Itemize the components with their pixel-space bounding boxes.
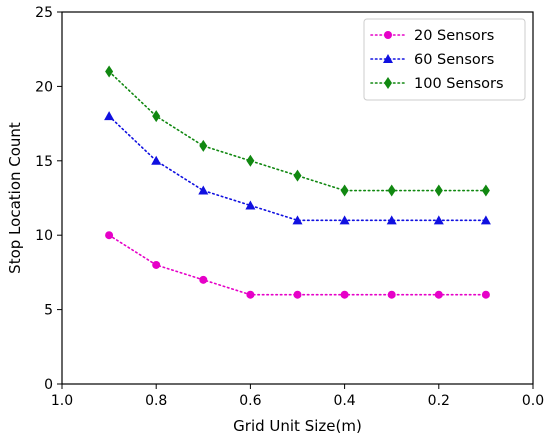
legend-marker	[384, 77, 392, 89]
y-tick-label: 0	[44, 377, 53, 393]
x-tick-label: 0.8	[145, 393, 167, 409]
data-point	[387, 184, 396, 197]
legend-label: 100 Sensors	[414, 76, 504, 92]
data-point	[104, 111, 115, 121]
data-point	[105, 65, 114, 78]
data-point	[340, 290, 349, 299]
data-point	[293, 169, 302, 182]
y-tick-label: 5	[44, 303, 53, 319]
y-tick-label: 10	[35, 228, 53, 244]
data-point	[151, 155, 162, 165]
axis-ticks: 1.0 0.8 0.6 0.4 0.2 0.0 0 5 10 15 20 25	[35, 5, 544, 409]
series-line-2	[108, 70, 487, 192]
data-point	[105, 231, 114, 240]
y-tick-label: 20	[35, 79, 53, 95]
data-point	[245, 200, 256, 210]
plot-marks	[104, 65, 491, 299]
data-point	[481, 290, 490, 299]
y-axis-title: Stop Location Count	[6, 122, 24, 274]
series-line-0	[108, 234, 487, 296]
legend: 20 Sensors 60 Sensors 100 Sensors	[363, 18, 526, 101]
data-point	[246, 154, 255, 167]
data-point	[481, 184, 490, 197]
x-tick-label: 0.4	[333, 393, 355, 409]
legend-label: 20 Sensors	[414, 28, 494, 44]
series-line-1	[108, 115, 487, 222]
plot-frame	[61, 11, 534, 385]
legend-box	[363, 18, 526, 101]
data-point	[434, 184, 443, 197]
data-point	[340, 184, 349, 197]
data-point	[433, 215, 444, 225]
x-tick-label: 0.0	[522, 393, 544, 409]
data-point	[434, 290, 443, 299]
data-point	[199, 275, 208, 284]
data-point	[199, 139, 208, 152]
data-point	[152, 260, 161, 269]
data-point	[480, 215, 491, 225]
legend-marker	[383, 54, 393, 63]
data-point	[339, 215, 350, 225]
data-point	[152, 110, 161, 123]
data-point	[292, 215, 303, 225]
data-point	[246, 290, 255, 299]
y-tick-label: 25	[35, 5, 53, 21]
x-axis-title: Grid Unit Size(m)	[233, 417, 362, 435]
data-point	[293, 290, 302, 299]
data-point	[386, 215, 397, 225]
x-tick-label: 1.0	[51, 393, 73, 409]
y-tick-label: 15	[35, 154, 53, 170]
x-tick-label: 0.2	[428, 393, 450, 409]
data-point	[387, 290, 396, 299]
data-point	[198, 185, 209, 195]
legend-marker	[384, 31, 392, 39]
x-tick-label: 0.6	[239, 393, 261, 409]
legend-label: 60 Sensors	[414, 52, 494, 68]
